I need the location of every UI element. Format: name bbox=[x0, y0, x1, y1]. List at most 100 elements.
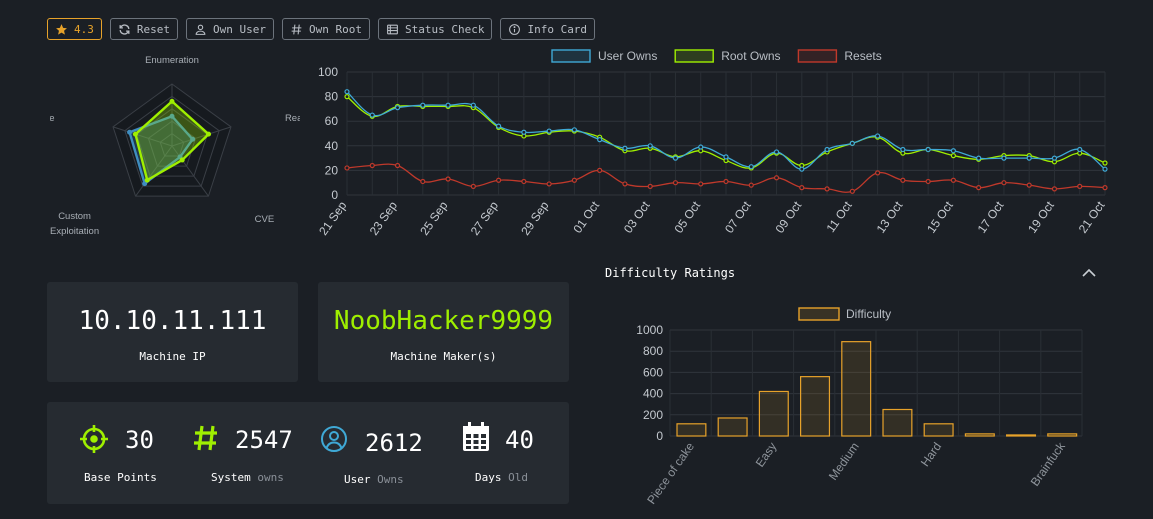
y-tick-label: 400 bbox=[643, 387, 663, 401]
x-tick-label: 21 Oct bbox=[1076, 198, 1108, 236]
x-tick-label: Brainfuck bbox=[1028, 439, 1069, 489]
own-root-label: Own Root bbox=[308, 22, 362, 36]
series-point bbox=[1001, 180, 1007, 186]
series-point bbox=[874, 170, 881, 176]
difficulty-bar bbox=[882, 408, 913, 437]
radar-chart: Enumeration Real-Life CVE CustomExploitatio… bbox=[50, 55, 300, 237]
star-icon bbox=[55, 23, 68, 36]
system-owns-value: 2547 bbox=[235, 426, 293, 454]
radar-point bbox=[169, 113, 175, 119]
legend-swatch bbox=[551, 49, 591, 63]
own-user-button[interactable]: Own User bbox=[186, 18, 274, 40]
series-point bbox=[1026, 182, 1032, 188]
days-old-value: 40 bbox=[505, 426, 534, 454]
series-point bbox=[1051, 155, 1058, 161]
chevron-up-icon bbox=[1081, 265, 1097, 284]
rating-button[interactable]: 4.3 bbox=[47, 18, 102, 40]
info-card-label: Info Card bbox=[527, 22, 588, 36]
series-point bbox=[420, 178, 426, 185]
x-tick-label: 05 Oct bbox=[671, 198, 703, 236]
radar-spoke bbox=[135, 145, 173, 197]
x-tick-label: 09 Oct bbox=[773, 198, 805, 236]
series-point bbox=[445, 102, 451, 108]
x-tick-label: Piece of cake bbox=[644, 439, 697, 506]
x-tick-label: 17 Oct bbox=[975, 198, 1007, 236]
series-point bbox=[546, 128, 552, 134]
series-point bbox=[900, 146, 906, 153]
reset-label: Reset bbox=[136, 22, 170, 36]
collapse-button[interactable] bbox=[1081, 265, 1097, 284]
radar-axis-label: Real-Life bbox=[285, 113, 300, 124]
crosshair-icon bbox=[79, 424, 109, 458]
radar-point bbox=[169, 98, 175, 104]
series-point bbox=[874, 133, 881, 139]
machine-maker-value[interactable]: NoobHacker9999 bbox=[333, 306, 554, 336]
series-point bbox=[1102, 166, 1108, 172]
radar-spoke bbox=[171, 126, 232, 147]
series-point bbox=[1077, 183, 1083, 189]
series-point bbox=[824, 146, 830, 153]
calendar-icon bbox=[462, 422, 490, 456]
series-point bbox=[1077, 146, 1083, 153]
difficulty-bar bbox=[1047, 433, 1078, 437]
rating-value: 4.3 bbox=[74, 22, 94, 36]
machine-ip-label: Machine IP bbox=[139, 350, 206, 363]
x-tick-label: 27 Sep bbox=[468, 198, 501, 237]
own-root-button[interactable]: Own Root bbox=[281, 18, 370, 40]
radar-axis-label: Custom Exploitation bbox=[50, 211, 99, 237]
base-points-label: Base Points bbox=[84, 471, 157, 484]
difficulty-bar bbox=[923, 423, 954, 437]
series-point bbox=[470, 102, 476, 108]
x-tick-label: 23 Sep bbox=[367, 198, 400, 237]
series-point bbox=[546, 181, 552, 187]
series-point bbox=[925, 146, 931, 153]
x-tick-label: 01 Oct bbox=[570, 198, 602, 236]
radar-grid-ring bbox=[136, 108, 208, 177]
series-point bbox=[496, 123, 502, 129]
reset-button[interactable]: Reset bbox=[109, 18, 178, 40]
radar-series-area bbox=[134, 99, 211, 182]
series-point bbox=[647, 183, 653, 189]
user-circle-icon bbox=[320, 425, 348, 457]
series-point bbox=[420, 102, 426, 108]
series-point bbox=[748, 182, 754, 188]
series-point bbox=[672, 180, 679, 186]
radar-grid-ring bbox=[112, 83, 232, 197]
series-point bbox=[950, 148, 957, 154]
info-card-button[interactable]: Info Card bbox=[500, 18, 596, 40]
radar-grid-ring bbox=[159, 132, 185, 157]
base-points-value: 30 bbox=[125, 426, 154, 454]
x-tick-label: Medium bbox=[826, 440, 862, 483]
series-point bbox=[369, 112, 375, 118]
difficulty-bar bbox=[717, 417, 748, 437]
series-point bbox=[1001, 155, 1007, 161]
series-point bbox=[622, 181, 628, 187]
difficulty-bar bbox=[841, 341, 872, 437]
difficulty-bar bbox=[676, 423, 707, 437]
series-point bbox=[1102, 160, 1108, 166]
series-point bbox=[647, 143, 653, 149]
series-point bbox=[344, 89, 350, 95]
radar-grid-ring bbox=[124, 95, 220, 187]
machine-ip-card: 10.10.11.111 Machine IP bbox=[47, 282, 298, 382]
radar-spoke bbox=[112, 126, 173, 147]
radar-point bbox=[142, 181, 148, 187]
series-point bbox=[571, 177, 577, 183]
series-point bbox=[698, 144, 704, 150]
radar-axis-label: Enumeration bbox=[145, 55, 199, 66]
radar-axis-label: CTF-Like bbox=[50, 113, 55, 124]
series-point bbox=[597, 167, 603, 174]
series-point bbox=[369, 162, 375, 169]
difficulty-bar bbox=[964, 433, 995, 437]
series-point bbox=[849, 140, 855, 146]
x-tick-label: 13 Oct bbox=[874, 198, 906, 236]
x-tick-label: 11 Oct bbox=[824, 198, 856, 235]
status-check-button[interactable]: Status Check bbox=[377, 18, 493, 40]
series-point bbox=[799, 166, 805, 172]
difficulty-bar-chart: Difficulty 0 200 400 600 800 1000 Piece of cake… bbox=[636, 307, 1083, 507]
y-tick-label: 100 bbox=[318, 65, 338, 79]
series-point bbox=[597, 137, 603, 143]
legend-label: Resets bbox=[844, 49, 881, 63]
x-tick-label: 21 Sep bbox=[316, 198, 349, 237]
series-point bbox=[849, 188, 855, 194]
